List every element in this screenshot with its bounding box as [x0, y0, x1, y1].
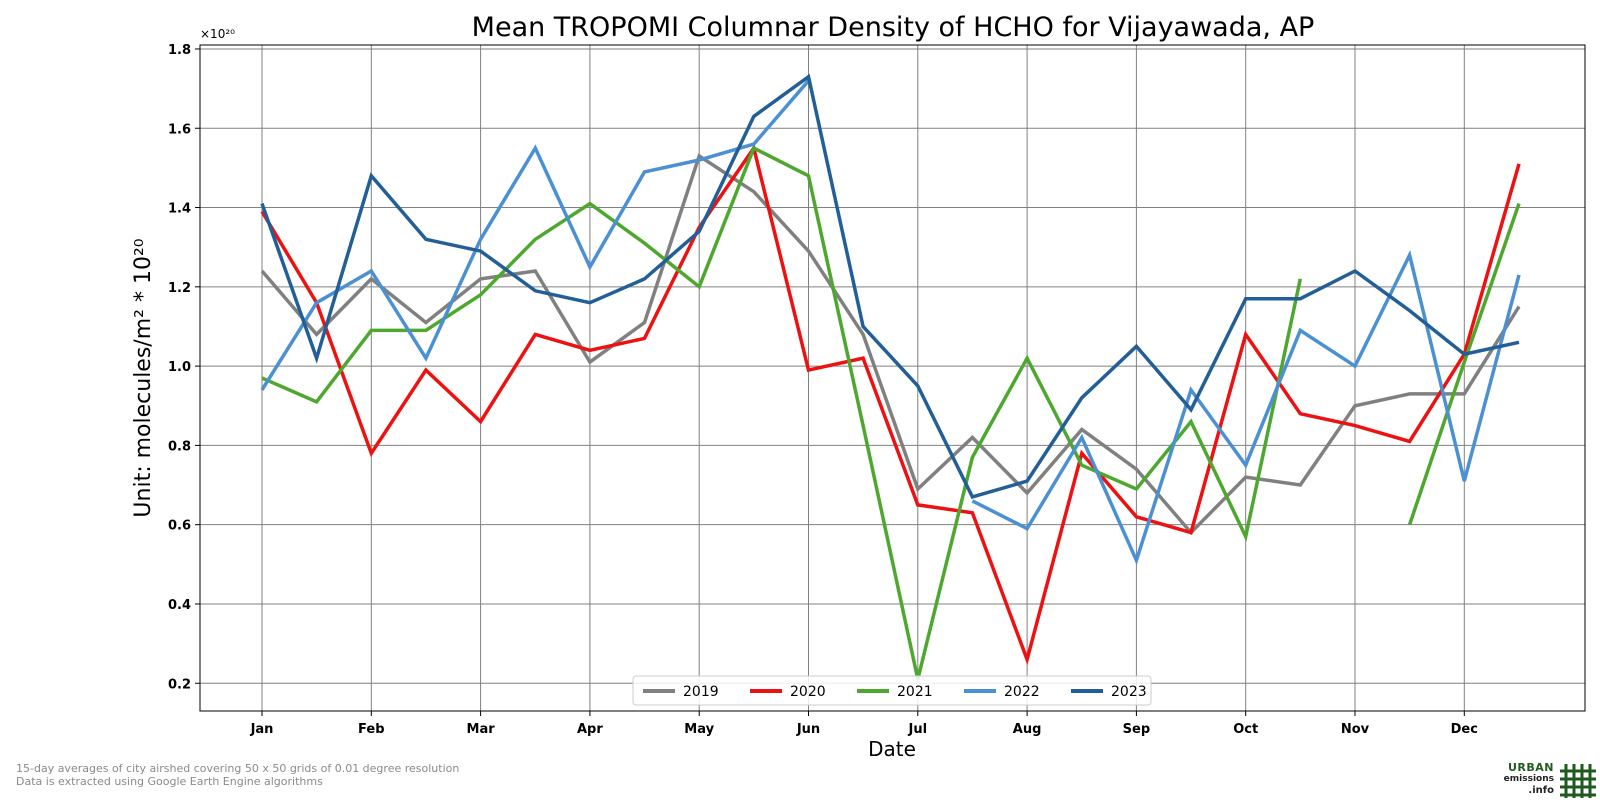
y-tick-label: 1.2 — [168, 281, 191, 296]
footnote-resolution: 15-day averages of city airshed covering… — [16, 762, 460, 775]
grid-lines — [200, 45, 1585, 711]
y-tick-label: 1.0 — [168, 360, 191, 375]
legend-box — [632, 675, 1152, 706]
x-tick-label: Nov — [1341, 722, 1370, 737]
x-tick-label: Jan — [250, 722, 274, 737]
series-line-2023 — [260, 73, 1520, 499]
legend-label-2023: 2023 — [1111, 684, 1147, 700]
urban-emissions-logo: URBAN emissions .info — [1498, 762, 1598, 798]
y-tick-label: 1.6 — [168, 122, 191, 137]
series-line-2020 — [260, 143, 1521, 666]
legend-label-2019: 2019 — [683, 684, 719, 700]
legend-label-2021: 2021 — [897, 684, 933, 700]
x-tick-label: Mar — [467, 722, 496, 737]
y-axis-offset-label: ×10²⁰ — [200, 27, 235, 41]
x-tick-label: Dec — [1451, 722, 1478, 737]
x-tick-label: May — [684, 722, 714, 737]
logo-grid-icon — [1560, 764, 1596, 798]
logo-line-urban: URBAN — [1507, 761, 1554, 774]
chart-title: Mean TROPOMI Columnar Density of HCHO fo… — [472, 12, 1315, 43]
footnote-source: Data is extracted using Google Earth Eng… — [16, 775, 323, 788]
x-tick-label: Oct — [1233, 722, 1258, 737]
logo-line-emissions: emissions — [1503, 774, 1554, 784]
legend-items: 2019 2020 2021 2022 2023 — [643, 684, 1147, 700]
y-tick-label: 0.2 — [168, 677, 191, 692]
y-tick-label: 0.8 — [168, 439, 191, 454]
x-tick-label: Aug — [1013, 722, 1042, 737]
x-tick-label: Apr — [577, 722, 603, 737]
x-tick-label: Feb — [358, 722, 384, 737]
series-line-2022 — [260, 79, 1521, 566]
series-line-2021 — [261, 145, 1521, 680]
legend-label-2022: 2022 — [1004, 684, 1040, 700]
y-tick-label: 1.8 — [168, 43, 191, 58]
x-tick-label: Jul — [908, 722, 928, 737]
axis-ticks: 0.2 0.4 0.6 0.8 1.0 1.2 1.4 1.6 1.8 Jan Feb Mar Apr M… — [168, 43, 1478, 737]
plot-frame — [199, 44, 1586, 712]
y-tick-label: 1.4 — [168, 202, 191, 217]
legend: 2019 2020 2021 2022 2023 — [632, 675, 1152, 706]
x-tick-label: Jun — [796, 722, 820, 737]
y-axis-title: Unit: molecules/m² * 10²⁰ — [131, 238, 156, 517]
series-line-2019 — [260, 153, 1521, 536]
legend-label-2020: 2020 — [790, 684, 826, 700]
y-tick-label: 0.4 — [168, 598, 191, 613]
y-tick-label: 0.6 — [168, 519, 191, 534]
x-tick-label: Sep — [1123, 722, 1151, 737]
series-lines — [260, 73, 1521, 680]
logo-line-info: .info — [1528, 785, 1554, 796]
x-axis-title: Date — [868, 737, 916, 761]
